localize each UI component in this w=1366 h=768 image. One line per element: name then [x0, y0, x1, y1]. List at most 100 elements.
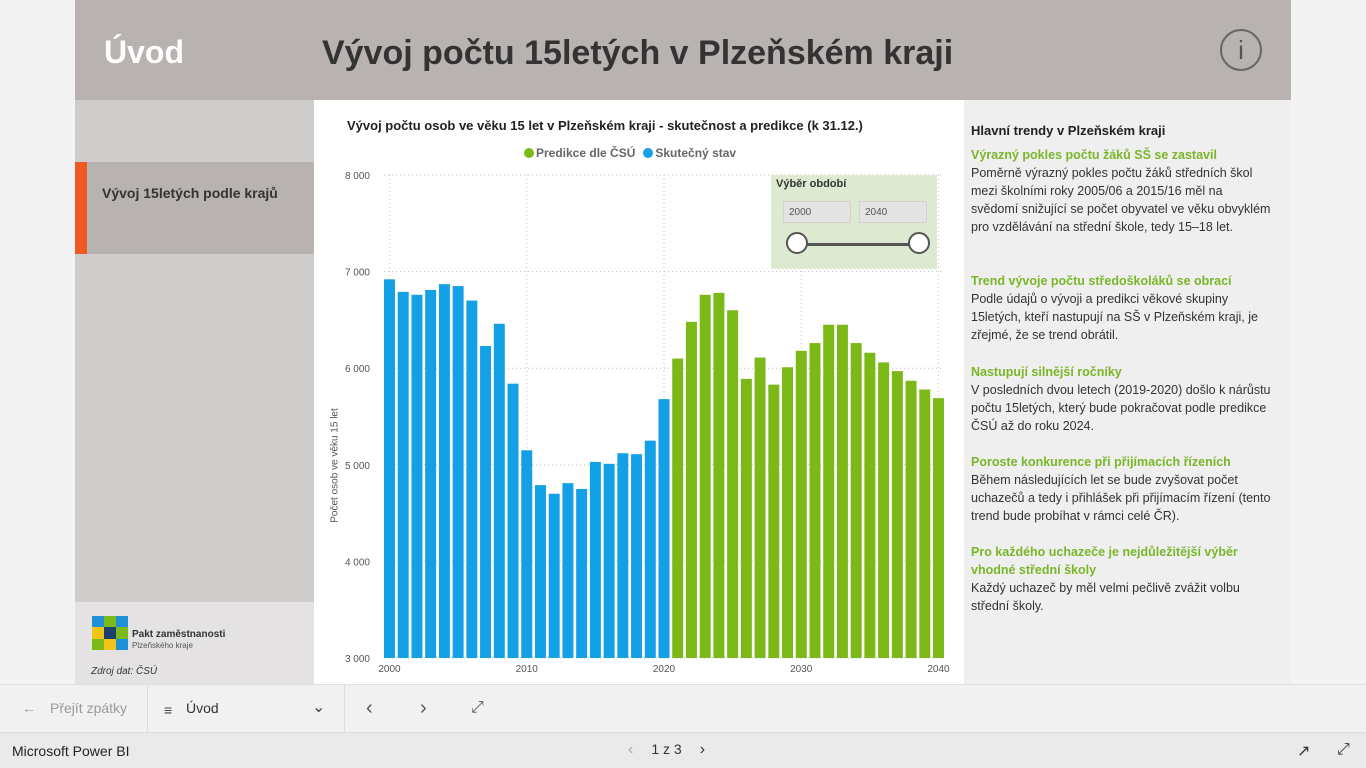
legend-dot-icon	[643, 148, 654, 158]
bar	[754, 357, 766, 658]
slicer-to-input[interactable]: 2040	[859, 201, 927, 223]
x-tick-label: 2030	[790, 664, 813, 675]
bar	[685, 321, 697, 658]
page-navigation-bar: ← Přejít zpátky ≡ Úvod ⌄ ‹ › ⤢	[0, 684, 1366, 733]
home-button[interactable]: Úvod	[104, 34, 184, 70]
divider	[147, 685, 148, 733]
pakt-logo-icon	[92, 616, 128, 650]
bar	[836, 324, 848, 658]
status-bar: Microsoft Power BI ‹ 1 z 3 › ↗ ⤢	[0, 732, 1366, 768]
bar	[425, 289, 437, 658]
trend-body: Každý uchazeč by měl velmi pečlivě zváži…	[971, 581, 1240, 613]
trend-item: Trend vývoje počtu středoškoláků se obra…	[971, 272, 1271, 344]
sidebar: Vývoj 15letých podle krajů Pakt zaměstna…	[75, 100, 314, 684]
trend-heading: Trend vývoje počtu středoškoláků se obra…	[971, 274, 1232, 288]
arrow-left-icon: ←	[22, 700, 36, 716]
bar	[782, 367, 794, 658]
trend-heading: Pro každého uchazeče je nejdůležitější v…	[971, 545, 1238, 577]
bar	[384, 279, 395, 658]
y-tick-label: 8 000	[345, 171, 370, 182]
bar	[603, 463, 615, 658]
y-tick-label: 5 000	[345, 461, 370, 472]
trend-body: V posledních dvou letech (2019-2020) doš…	[971, 383, 1271, 433]
trends-panel: Hlavní trendy v Plzeňském kraji Výrazný …	[964, 100, 1291, 684]
bar	[562, 483, 574, 658]
fullscreen-icon[interactable]: ⤢	[1337, 741, 1350, 758]
chevron-down-icon: ⌄	[312, 699, 326, 716]
data-source: Zdroj dat: ČSÚ	[91, 666, 158, 677]
bar	[452, 286, 464, 658]
bar	[480, 345, 492, 658]
bar	[493, 323, 505, 658]
bar	[672, 358, 684, 658]
bar-chart: 3 000 4 000 5 000 6 000 7 000 8 000 2000 2010 20…	[345, 171, 950, 675]
trend-heading: Poroste konkurence při přijímacích řízen…	[971, 455, 1231, 469]
legend-dot-icon	[524, 148, 534, 158]
previous-page-icon[interactable]: ‹	[366, 697, 373, 719]
pager: ‹ 1 z 3 ›	[628, 741, 705, 759]
x-tick-label: 2020	[653, 664, 676, 675]
chart-title: Vývoj počtu osob ve věku 15 let v Plzeňs…	[347, 118, 863, 133]
slider-handle-end[interactable]	[908, 232, 930, 254]
nav-item-regions[interactable]: Vývoj 15letých podle krajů	[75, 162, 314, 254]
trends-title: Hlavní trendy v Plzeňském kraji	[971, 123, 1166, 138]
sidebar-footer: Pakt zaměstnanosti Plzeňského kraje Zdro…	[75, 602, 314, 684]
pager-prev-icon[interactable]: ‹	[628, 741, 634, 758]
bar	[438, 284, 450, 658]
y-tick-label: 6 000	[345, 364, 370, 375]
bar	[933, 398, 944, 658]
trend-body: Poměrně výrazný pokles počtu žáků středn…	[971, 166, 1271, 234]
legend-label: Predikce dle ČSÚ	[536, 146, 636, 160]
bar	[809, 343, 821, 658]
trend-item: Pro každého uchazeče je nejdůležitější v…	[971, 543, 1271, 615]
info-icon[interactable]: i	[1220, 29, 1262, 71]
pager-label: 1 z 3	[651, 741, 682, 757]
bar	[919, 389, 931, 658]
slicer-from-input[interactable]: 2000	[783, 201, 851, 223]
next-page-icon[interactable]: ›	[420, 697, 427, 719]
share-icon[interactable]: ↗	[1297, 743, 1311, 760]
page-selector[interactable]: ≡ Úvod ⌄	[148, 685, 344, 733]
trend-item: Výrazný pokles počtu žáků SŠ se zastavil…	[971, 146, 1271, 236]
bar	[823, 324, 835, 658]
chart-visual: 3 000 4 000 5 000 6 000 7 000 8 000 2000 2010 20…	[314, 100, 964, 684]
slider-handle-start[interactable]	[786, 232, 808, 254]
bar	[617, 453, 629, 658]
legend-label: Skutečný stav	[655, 146, 737, 160]
bar	[795, 350, 807, 658]
chart-legend: Predikce dle ČSÚ Skutečný stav	[524, 146, 736, 160]
collapse-icon[interactable]: ⤢	[471, 699, 484, 716]
bar	[534, 485, 546, 658]
slider-track[interactable]	[798, 243, 910, 246]
pager-next-icon[interactable]: ›	[699, 741, 706, 758]
slicer-title: Výběr období	[776, 178, 847, 190]
bar	[658, 399, 670, 658]
bar	[713, 292, 725, 658]
trend-item: Poroste konkurence při přijímacích řízen…	[971, 453, 1271, 525]
bar	[905, 380, 917, 658]
trend-heading: Výrazný pokles počtu žáků SŠ se zastavil	[971, 148, 1217, 162]
page-list-icon: ≡	[164, 702, 173, 718]
page-title: Vývoj počtu 15letých v Plzeňském kraji	[322, 34, 954, 72]
report-canvas: Úvod Vývoj počtu 15letých v Plzeňském kr…	[75, 0, 1291, 684]
logo-name: Pakt zaměstnanosti	[132, 629, 226, 640]
bar	[466, 300, 478, 658]
back-button[interactable]: ← Přejít zpátky	[22, 700, 127, 716]
back-label: Přejít zpátky	[50, 700, 128, 716]
sidebar-lower	[75, 254, 314, 602]
bar	[411, 294, 423, 658]
legend-item-prediction[interactable]: Predikce dle ČSÚ	[524, 146, 635, 160]
bar	[878, 362, 890, 658]
bar	[864, 352, 876, 658]
y-tick-label: 7 000	[345, 268, 370, 279]
bar	[644, 440, 656, 658]
bar	[631, 454, 643, 658]
x-tick-label: 2000	[378, 664, 401, 675]
bar	[891, 371, 903, 658]
legend-item-actual[interactable]: Skutečný stav	[643, 146, 736, 160]
bar	[727, 310, 739, 658]
brand-label: Microsoft Power BI	[12, 743, 130, 759]
report-header: Úvod Vývoj počtu 15letých v Plzeňském kr…	[75, 0, 1291, 100]
bar	[850, 343, 862, 658]
y-tick-label: 3 000	[345, 654, 370, 665]
